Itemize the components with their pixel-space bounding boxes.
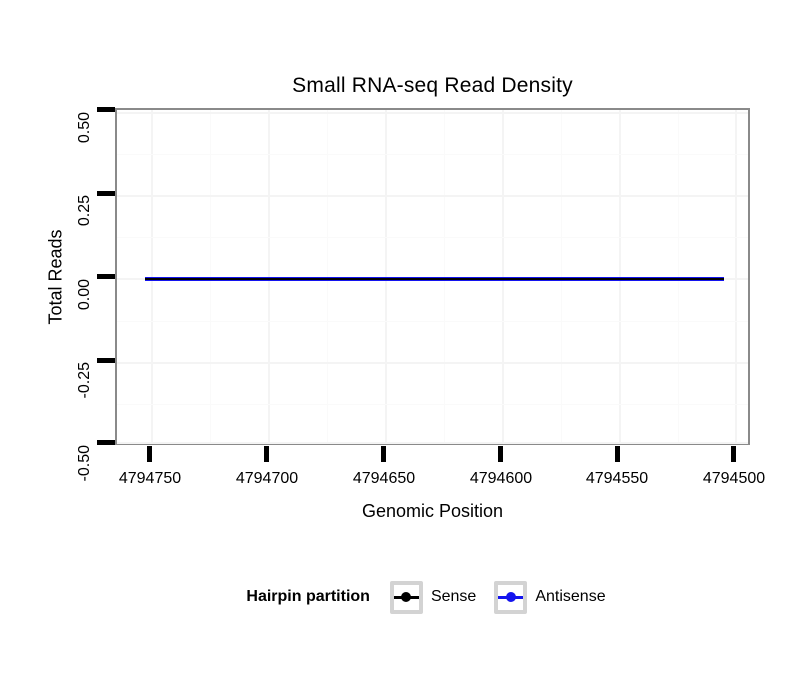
y-tick-label: 0.25	[76, 195, 93, 227]
gridline-y-major	[117, 442, 748, 444]
x-tick-label: 4794600	[469, 470, 533, 487]
x-tick	[731, 446, 736, 462]
x-tick	[147, 446, 152, 462]
x-tick	[381, 446, 386, 462]
x-axis-title: Genomic Position	[361, 501, 504, 521]
x-tick-label: 4794700	[235, 470, 299, 487]
gridline-y-major	[117, 195, 748, 197]
sense-line	[145, 277, 724, 281]
gridline-y-minor	[117, 404, 748, 405]
y-tick	[97, 358, 115, 363]
chart-title: Small RNA-seq Read Density	[292, 74, 573, 97]
gridline-y-minor	[117, 321, 748, 322]
y-tick-label: 0.50	[76, 112, 93, 144]
y-tick	[97, 440, 115, 445]
gridline-y-minor	[117, 154, 748, 155]
x-tick-label: 4794500	[702, 470, 766, 487]
x-tick	[615, 446, 620, 462]
gridline-y-minor	[117, 237, 748, 238]
gridline-x-major	[735, 110, 737, 443]
y-tick-label: -0.25	[76, 362, 93, 399]
y-tick	[97, 107, 115, 112]
legend-title: Hairpin partition	[246, 588, 370, 605]
legend-key-sense	[389, 580, 423, 614]
legend: Hairpin partition Sense Antisense	[60, 577, 810, 617]
y-axis-title: Total Reads	[45, 229, 66, 325]
x-tick-label: 4794550	[585, 470, 649, 487]
y-tick-label: 0.00	[76, 279, 93, 311]
y-tick-label: -0.50	[76, 445, 93, 482]
x-tick-label: 4794750	[118, 470, 182, 487]
y-tick	[97, 274, 115, 279]
gridline-y-major	[117, 112, 748, 114]
x-tick	[264, 446, 269, 462]
sense-point-glyph-icon	[401, 592, 412, 602]
x-tick	[498, 446, 503, 462]
y-tick	[97, 191, 115, 196]
antisense-point-glyph-icon	[505, 592, 516, 602]
x-tick-label: 4794650	[352, 470, 416, 487]
legend-label-sense: Sense	[430, 588, 477, 605]
plot-panel	[115, 108, 750, 445]
gridline-y-major	[117, 362, 748, 364]
legend-label-antisense: Antisense	[535, 588, 606, 605]
legend-key-antisense	[494, 580, 528, 614]
